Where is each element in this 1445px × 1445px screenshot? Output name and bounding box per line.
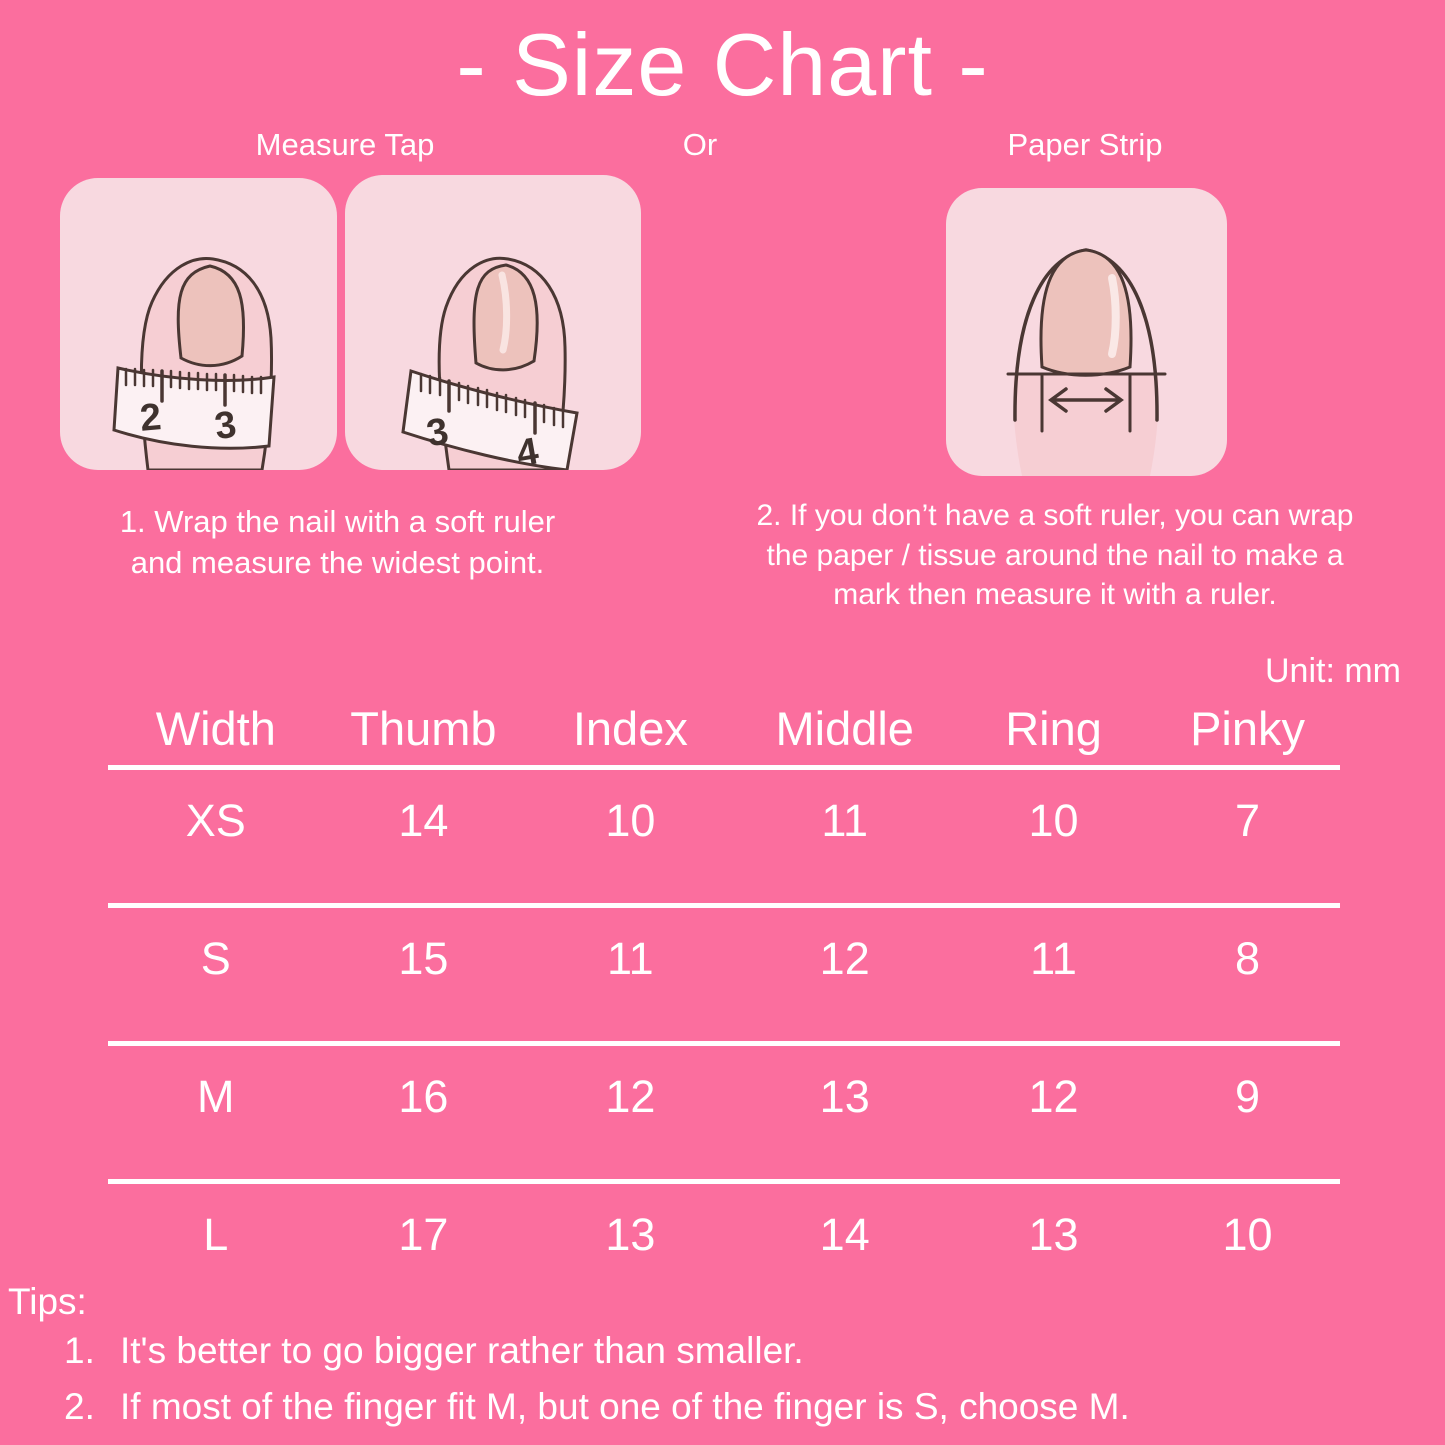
paper-strip-instruction: 2. If you don’t have a soft ruler, you c… xyxy=(665,496,1445,615)
size-cell: 9 xyxy=(1235,1071,1261,1122)
row-label: S xyxy=(200,933,231,984)
column-header-ring: Ring xyxy=(1005,702,1102,755)
column-header-thumb: Thumb xyxy=(350,702,497,755)
tip-text: It's better to go bigger rather than sma… xyxy=(120,1330,804,1371)
size-cell: 11 xyxy=(821,795,869,846)
column-header-index: Index xyxy=(572,702,688,755)
instruction-line: the paper / tissue around the nail to ma… xyxy=(766,538,1344,572)
tape-number: 2 xyxy=(138,396,163,440)
column-header-middle: Middle xyxy=(775,702,914,755)
size-cell: 8 xyxy=(1235,933,1261,984)
size-cell: 14 xyxy=(398,795,449,846)
page-title: - Size Chart - xyxy=(456,15,989,114)
column-header-pinky: Pinky xyxy=(1190,702,1306,755)
tip-number: 2. xyxy=(64,1386,95,1427)
size-cell: 13 xyxy=(819,1071,870,1122)
tip-text: If most of the finger fit M, but one of … xyxy=(120,1386,1130,1427)
tips-heading: Tips: xyxy=(8,1281,87,1322)
row-label: XS xyxy=(185,795,246,846)
instruction-line: 1. Wrap the nail with a soft ruler xyxy=(119,504,556,539)
table-row-s: S 15 11 12 11 8 xyxy=(108,908,1340,1046)
table-row-m: M 16 12 13 12 9 xyxy=(108,1046,1340,1184)
row-label: L xyxy=(203,1209,229,1260)
size-cell: 13 xyxy=(1028,1209,1079,1260)
size-cell: 15 xyxy=(398,933,449,984)
or-label: Or xyxy=(682,127,718,162)
row-label: M xyxy=(197,1071,235,1122)
measure-tape-finger-2-icon: 3 4 xyxy=(345,175,641,470)
paper-strip-finger-icon xyxy=(946,188,1227,476)
size-cell: 10 xyxy=(605,795,656,846)
size-cell: 10 xyxy=(1028,795,1079,846)
tip-item: 2. If most of the finger fit M, but one … xyxy=(64,1386,1130,1428)
size-cell: 17 xyxy=(398,1209,449,1260)
table-row-xs: XS 14 10 11 10 7 xyxy=(108,770,1340,908)
tip-number: 1. xyxy=(64,1330,95,1371)
measure-tape-instruction: 1. Wrap the nail with a soft ruler and m… xyxy=(25,502,650,584)
size-cell: 11 xyxy=(606,933,654,984)
instruction-line: and measure the widest point. xyxy=(130,544,545,580)
size-cell: 16 xyxy=(398,1071,449,1122)
unit-label: Unit: mm xyxy=(1265,652,1401,690)
size-cell: 12 xyxy=(605,1071,656,1122)
table-row-l: L 17 13 14 13 10 xyxy=(108,1184,1340,1294)
instruction-line: 2. If you don’t have a soft ruler, you c… xyxy=(756,499,1354,532)
table-header-row: Width Thumb Index Middle Ring Pinky xyxy=(108,692,1340,770)
instruction-line: mark then measure it with a ruler. xyxy=(833,578,1277,612)
size-cell: 11 xyxy=(1030,933,1077,984)
size-cell: 14 xyxy=(819,1209,870,1260)
measure-tape-label: Measure Tap xyxy=(255,127,435,162)
measure-tape-finger-1-icon: 2 3 xyxy=(60,178,337,470)
size-cell: 7 xyxy=(1235,795,1261,846)
size-cell: 10 xyxy=(1222,1209,1273,1260)
size-table: Width Thumb Index Middle Ring Pinky XS 1… xyxy=(108,692,1340,1294)
paper-strip-label: Paper Strip xyxy=(1007,127,1163,162)
column-header-width: Width xyxy=(155,702,276,755)
size-cell: 13 xyxy=(605,1209,656,1260)
size-cell: 12 xyxy=(819,933,870,984)
tips-list: 1. It's better to go bigger rather than … xyxy=(64,1330,1130,1442)
size-cell: 12 xyxy=(1028,1071,1079,1122)
tip-item: 1. It's better to go bigger rather than … xyxy=(64,1330,1130,1372)
